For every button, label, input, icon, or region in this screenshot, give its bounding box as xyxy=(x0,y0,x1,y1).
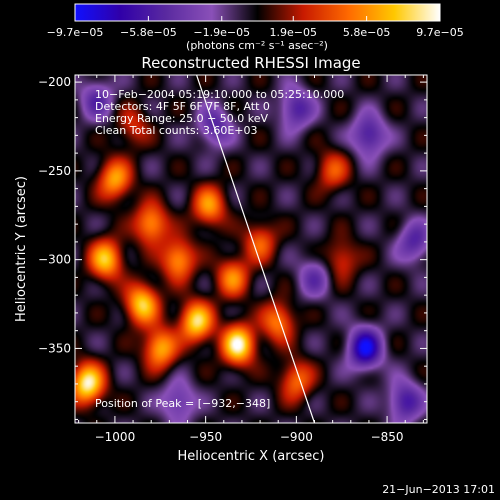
x-tick-label: −950 xyxy=(189,430,222,444)
colorbar xyxy=(74,3,441,22)
chart-title: Reconstructed RHESSI Image xyxy=(141,54,360,72)
annotation-line: Energy Range: 25.0 − 50.0 keV xyxy=(95,112,269,125)
colorbar-tick-label: 1.9e−05 xyxy=(270,26,317,39)
plot-frame xyxy=(74,74,428,424)
y-tick-label: −350 xyxy=(38,341,71,355)
y-axis-label: Heliocentric Y (arcsec) xyxy=(14,176,29,322)
peak-position-label: Position of Peak = [−932,−348] xyxy=(95,397,270,410)
limb-line xyxy=(195,75,316,423)
colorbar-tick-label: −9.7e−05 xyxy=(47,26,104,39)
colorbar-tick-label: −1.9e−05 xyxy=(193,26,250,39)
y-tick-label: −250 xyxy=(38,164,71,178)
colorbar-ticks: −9.7e−05 −5.8e−05 −1.9e−05 1.9e−05 5.8e−05 9.… xyxy=(47,16,464,39)
annotations: 10−Feb−2004 05:19:10.000 to 05:25:10.000… xyxy=(95,88,344,137)
x-axis: −1000 −950 −900 −850 xyxy=(78,75,424,444)
colorbar-tick-label: 5.8e−05 xyxy=(343,26,390,39)
x-tick-label: −900 xyxy=(280,430,313,444)
timestamp: 21−Jun−2013 17:01 xyxy=(382,483,495,496)
annotation-line: Clean Total counts: 3.60E+03 xyxy=(95,124,258,137)
y-tick-label: −200 xyxy=(38,75,71,89)
x-axis-label: Heliocentric X (arcsec) xyxy=(178,449,325,464)
annotation-line: Detectors: 4F 5F 6F 7F 8F, Att 0 xyxy=(95,100,270,113)
heatmap-image xyxy=(75,75,427,423)
y-tick-label: −300 xyxy=(38,253,71,267)
y-axis: −200 −250 −300 −350 xyxy=(38,75,427,420)
colorbar-tick-label: 9.7e−05 xyxy=(416,26,463,39)
annotation-line: 10−Feb−2004 05:19:10.000 to 05:25:10.000 xyxy=(95,88,344,101)
colorbar-unit-label: (photons cm⁻² s⁻¹ asec⁻²) xyxy=(186,39,328,52)
colorbar-tick-label: −5.8e−05 xyxy=(120,26,177,39)
x-tick-label: −1000 xyxy=(95,430,136,444)
x-tick-label: −850 xyxy=(371,430,404,444)
